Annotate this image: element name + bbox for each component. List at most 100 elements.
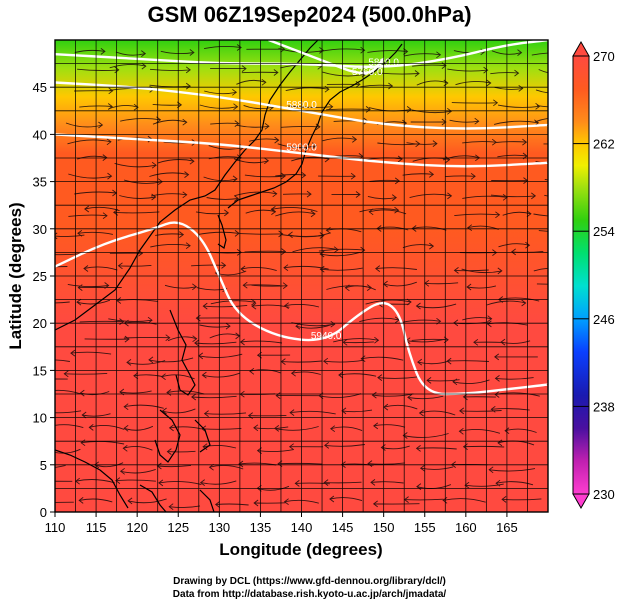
streamline-arrow: [310, 210, 316, 218]
streamline: [403, 433, 449, 438]
streamline: [203, 176, 238, 182]
streamline: [497, 104, 540, 108]
streamline-arrow: [564, 69, 568, 75]
x-tick-label: 135: [250, 520, 272, 535]
streamline-arrow: [432, 140, 438, 147]
streamline: [288, 232, 331, 238]
streamline-arrow: [27, 478, 31, 484]
streamline: [494, 86, 523, 90]
streamline-arrow: [208, 463, 214, 471]
streamline-arrow: [264, 157, 270, 165]
streamline: [326, 108, 371, 111]
streamline: [76, 299, 111, 305]
streamline-arrow: [270, 206, 276, 213]
streamline-arrow: [179, 231, 185, 238]
streamline-arrow: [370, 479, 376, 486]
streamline-arrow: [151, 161, 157, 169]
streamline-arrow: [108, 87, 114, 95]
streamline-arrow: [239, 338, 245, 346]
streamline: [419, 410, 456, 416]
x-tick-label: 145: [332, 520, 354, 535]
streamline-arrow: [488, 466, 494, 474]
colorbar-label: 238: [593, 399, 615, 414]
streamline-arrow: [330, 320, 336, 328]
streamline-arrow: [166, 389, 172, 396]
streamline-arrow: [306, 190, 312, 198]
streamline-arrow: [464, 481, 470, 489]
streamline: [288, 105, 333, 108]
streamline-arrow: [191, 393, 197, 401]
streamline: [544, 194, 548, 197]
streamline: [324, 444, 365, 447]
streamline: [504, 428, 537, 433]
streamline: [285, 87, 329, 92]
streamline: [124, 404, 164, 409]
streamline-arrow: [199, 479, 205, 486]
streamline: [158, 481, 202, 485]
streamline: [495, 377, 534, 380]
streamline-arrow: [494, 353, 500, 361]
streamline-arrow: [319, 265, 325, 273]
streamline-arrow: [501, 496, 507, 503]
y-axis-label: Latitude (degrees): [6, 202, 25, 349]
streamline: [538, 230, 548, 232]
contour-line: [55, 40, 548, 68]
x-tick-label: 110: [45, 520, 66, 535]
y-tick-label: 5: [40, 458, 47, 473]
streamline: [377, 72, 420, 75]
streamline: [491, 408, 530, 411]
streamline-arrow: [566, 89, 570, 95]
streamline: [124, 425, 154, 431]
streamline: [157, 159, 195, 164]
streamline: [459, 410, 502, 412]
streamline-arrow: [288, 443, 294, 451]
streamline: [369, 209, 407, 215]
streamline-arrow: [81, 411, 87, 419]
streamline: [319, 393, 362, 399]
streamline-arrow: [319, 47, 325, 54]
streamline: [204, 90, 237, 95]
streamline-arrow: [202, 302, 208, 310]
streamline: [162, 408, 196, 414]
streamline: [75, 479, 115, 484]
streamline-arrow: [486, 320, 492, 328]
streamline: [406, 142, 437, 145]
streamline-arrow: [253, 499, 259, 507]
streamline-arrow: [232, 88, 238, 96]
streamline-arrow: [79, 389, 85, 397]
streamline-arrow: [394, 206, 400, 214]
streamline: [533, 213, 548, 217]
streamline-arrow: [114, 66, 120, 74]
streamline: [210, 300, 256, 305]
streamline: [123, 179, 163, 184]
streamline: [459, 428, 501, 434]
streamline: [244, 174, 286, 178]
streamline: [274, 426, 319, 431]
streamline: [502, 211, 532, 216]
streamline-arrow: [274, 425, 280, 432]
streamline-arrow: [182, 118, 188, 126]
streamline-arrow: [287, 231, 293, 239]
streamline-arrow: [273, 69, 279, 76]
streamline: [115, 479, 156, 482]
streamline: [209, 333, 240, 339]
streamline-arrow: [403, 48, 409, 55]
streamline-arrow: [283, 302, 289, 310]
streamline-arrow: [514, 69, 520, 77]
y-ticks: 0 5 10 15 20 25 30 35 40 45: [33, 80, 55, 520]
streamline: [320, 251, 361, 257]
streamline: [365, 299, 412, 305]
streamline-arrow: [102, 212, 108, 220]
streamline-arrow: [55, 232, 58, 240]
streamline-arrow: [271, 208, 277, 215]
streamline: [194, 341, 237, 345]
streamline: [118, 264, 152, 267]
streamline: [424, 282, 459, 285]
streamline-arrow: [518, 85, 524, 92]
streamline-arrow: [447, 107, 453, 115]
streamline: [65, 122, 103, 128]
streamline: [416, 447, 457, 450]
streamline: [149, 172, 189, 177]
streamline-arrow: [147, 316, 153, 324]
streamline-arrow: [98, 121, 104, 129]
